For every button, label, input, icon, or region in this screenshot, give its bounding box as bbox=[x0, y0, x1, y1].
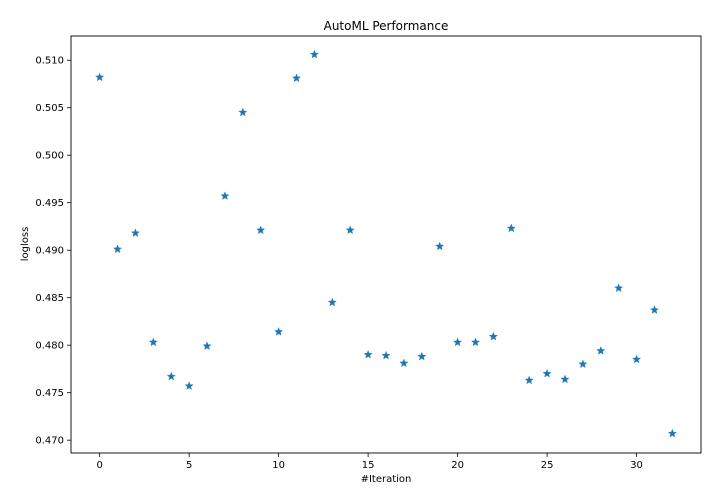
data-point bbox=[524, 375, 534, 385]
data-point bbox=[614, 283, 624, 293]
y-tick-label: 0.475 bbox=[35, 388, 64, 399]
data-point bbox=[632, 354, 642, 364]
data-point bbox=[184, 381, 194, 390]
x-tick-label: 30 bbox=[630, 460, 643, 471]
y-tick-label: 0.495 bbox=[35, 198, 64, 209]
y-tick-label: 0.490 bbox=[35, 246, 64, 257]
data-point bbox=[148, 337, 158, 347]
data-point bbox=[453, 337, 463, 347]
data-point bbox=[95, 72, 105, 82]
x-axis-ticks: 0 5 10 15 20 25 30 bbox=[96, 453, 643, 471]
data-point bbox=[202, 341, 212, 350]
chart-title: AutoML Performance bbox=[324, 19, 449, 33]
data-point bbox=[381, 350, 391, 360]
data-point bbox=[399, 358, 409, 368]
x-tick-label: 0 bbox=[96, 460, 102, 471]
data-point bbox=[560, 374, 570, 384]
x-tick-label: 20 bbox=[451, 460, 464, 471]
y-tick-label: 0.470 bbox=[35, 436, 64, 447]
data-point bbox=[417, 351, 427, 361]
data-point bbox=[327, 297, 337, 307]
y-tick-label: 0.480 bbox=[35, 341, 64, 352]
x-tick-label: 25 bbox=[541, 460, 554, 471]
data-point bbox=[274, 327, 284, 336]
data-points bbox=[95, 49, 677, 438]
data-point bbox=[649, 305, 659, 314]
data-point bbox=[166, 371, 176, 381]
data-point bbox=[345, 225, 355, 235]
data-point bbox=[542, 368, 552, 378]
x-tick-label: 15 bbox=[362, 460, 375, 471]
data-point bbox=[488, 331, 498, 341]
data-point bbox=[113, 244, 123, 254]
data-point bbox=[256, 225, 266, 235]
x-tick-label: 5 bbox=[186, 460, 192, 471]
data-point bbox=[309, 49, 319, 59]
data-point bbox=[435, 241, 445, 251]
data-point bbox=[130, 228, 140, 237]
data-point bbox=[596, 346, 606, 355]
y-tick-label: 0.500 bbox=[35, 151, 64, 162]
x-axis-label: #Iteration bbox=[361, 474, 412, 485]
y-axis-ticks: 0.470 0.475 0.480 0.485 0.490 0.495 0.500 0.505… bbox=[35, 56, 71, 447]
y-tick-label: 0.485 bbox=[35, 293, 64, 304]
x-tick-label: 10 bbox=[272, 460, 285, 471]
y-tick-label: 0.505 bbox=[35, 103, 64, 114]
data-point bbox=[506, 223, 516, 233]
y-tick-label: 0.510 bbox=[35, 56, 64, 67]
data-point bbox=[238, 107, 248, 117]
data-point bbox=[291, 73, 302, 83]
y-axis-label: logloss bbox=[20, 227, 31, 262]
data-point bbox=[470, 337, 481, 347]
data-point bbox=[578, 359, 588, 369]
data-point bbox=[667, 428, 677, 438]
data-point bbox=[363, 349, 373, 359]
data-point bbox=[220, 191, 230, 200]
plot-area bbox=[70, 35, 702, 454]
